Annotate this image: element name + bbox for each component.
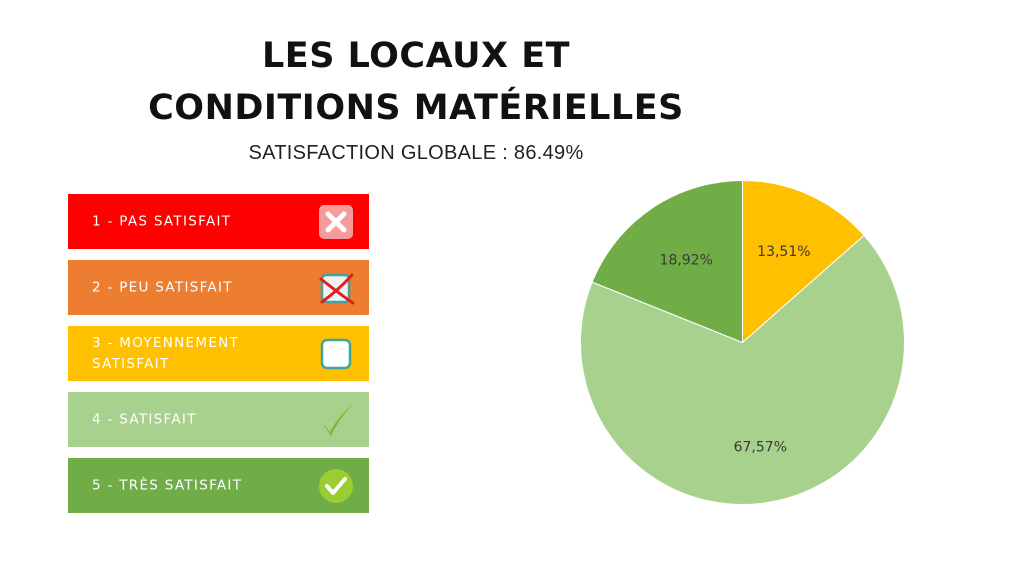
satisfaction-pie-chart: 13,51% 67,57% 18,92% — [570, 170, 915, 515]
pie-slice-label-0: 13,51% — [757, 244, 810, 260]
empty-checkbox-icon — [317, 335, 355, 373]
legend-label: 5 - TRÈS SATISFAIT — [92, 477, 243, 493]
legend-item-peu-satisfait: 2 - PEU SATISFAIT — [68, 260, 369, 315]
title-line-1: LES LOCAUX ET — [262, 36, 570, 76]
legend-item-moyennement-satisfait: 3 - MOYENNEMENT SATISFAIT — [68, 326, 369, 381]
legend-item-pas-satisfait: 1 - PAS SATISFAIT — [68, 194, 369, 249]
global-satisfaction-subtitle: SATISFACTION GLOBALE : 86.49% — [248, 142, 584, 164]
checkmark-icon — [317, 401, 355, 439]
pie-slice-1 — [580, 234, 905, 505]
legend-item-tres-satisfait: 5 - TRÈS SATISFAIT — [68, 458, 369, 513]
page-title: LES LOCAUX ET CONDITIONS MATÉRIELLES — [0, 30, 832, 134]
legend-label: 3 - MOYENNEMENT SATISFAIT — [92, 334, 240, 372]
cross-box-icon — [317, 203, 355, 241]
pie-chart-svg: 13,51% 67,57% 18,92% — [580, 179, 905, 505]
pie-slice-label-1: 67,57% — [734, 439, 787, 455]
title-line-2: CONDITIONS MATÉRIELLES — [148, 88, 684, 128]
legend-label: 4 - SATISFAIT — [92, 411, 197, 427]
pie-slice-label-2: 18,92% — [660, 252, 713, 268]
legend-label: 1 - PAS SATISFAIT — [92, 213, 232, 229]
pie-slice-0 — [742, 179, 865, 344]
pie-slice-2 — [591, 179, 743, 344]
check-circle-icon — [317, 467, 355, 505]
crossed-checkbox-icon — [317, 269, 355, 307]
legend-item-satisfait: 4 - SATISFAIT — [68, 392, 369, 447]
legend-label: 2 - PEU SATISFAIT — [92, 279, 233, 295]
satisfaction-legend: 1 - PAS SATISFAIT 2 - PEU SATISFAIT 3 - … — [68, 194, 369, 524]
